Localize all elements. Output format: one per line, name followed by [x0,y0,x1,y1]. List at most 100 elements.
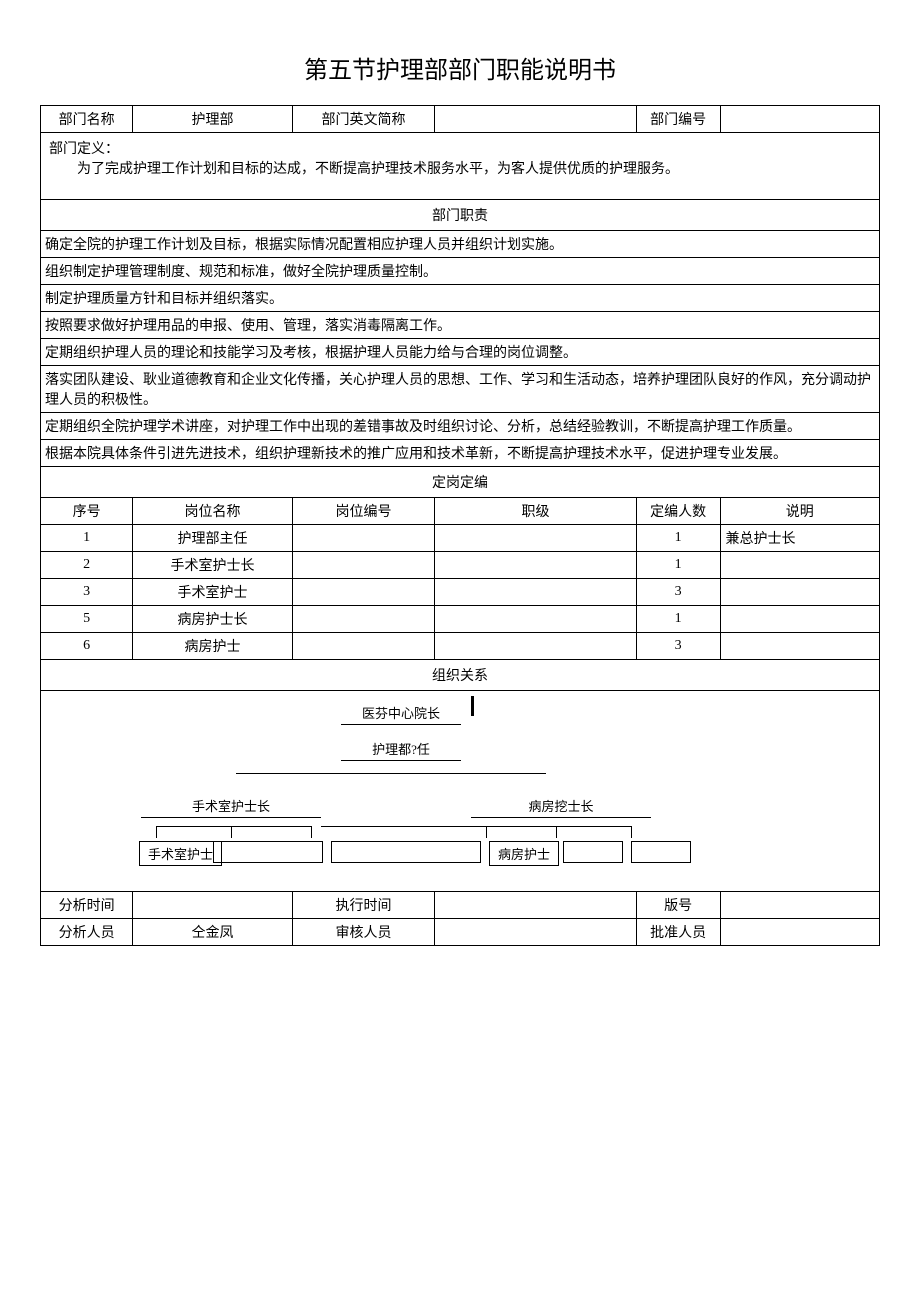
approver-value [720,919,879,946]
staffing-header: 定岗定编 [41,467,880,498]
cell-posno [292,552,435,579]
cell-seq: 2 [41,552,133,579]
staffing-row: 1 护理部主任 1 兼总护士长 [41,525,880,552]
cell-level [435,633,636,660]
cell-level [435,552,636,579]
org-line [486,826,487,838]
definition-text: 为了完成护理工作计划和目标的达成，不断提高护理技术服务水平，为客人提供优质的护理… [49,158,871,178]
footer-row-1: 分析时间 执行时间 版号 [41,892,880,919]
col-seq: 序号 [41,498,133,525]
cell-position: 病房护士 [133,633,292,660]
cell-level [435,525,636,552]
cell-count: 1 [636,525,720,552]
cell-remark: 兼总护士长 [720,525,879,552]
cell-posno [292,579,435,606]
org-top-node: 医芬中心院长 [341,703,461,725]
org-line [236,773,546,774]
col-count: 定编人数 [636,498,720,525]
cell-seq: 1 [41,525,133,552]
org-line [311,826,312,838]
reviewer-value [435,919,636,946]
duty-item: 定期组织全院护理学术讲座，对护理工作中出现的差错事故及时组织讨论、分析，总结经验… [41,413,880,440]
definition-row: 部门定义： 为了完成护理工作计划和目标的达成，不断提高护理技术服务水平，为客人提… [41,133,880,200]
org-box-empty [213,841,323,863]
org-line [631,826,632,838]
staffing-row: 6 病房护士 3 [41,633,880,660]
version-value [720,892,879,919]
cell-seq: 3 [41,579,133,606]
duty-item: 落实团队建设、耿业道德教育和企业文化传播，关心护理人员的思想、工作、学习和生活动… [41,366,880,413]
org-line [556,826,557,838]
header-row: 部门名称 护理部 部门英文简称 部门编号 [41,106,880,133]
page-title: 第五节护理部部门职能说明书 [40,50,880,85]
org-chart-cell: 医芬中心院长 护理都?任 手术室护士长 病房挖士长 [41,691,880,892]
cell-seq: 6 [41,633,133,660]
reviewer-label: 审核人员 [292,919,435,946]
cell-posno [292,525,435,552]
org-mid-node: 护理都?任 [341,739,461,761]
staffing-row: 3 手术室护士 3 [41,579,880,606]
analysis-time-label: 分析时间 [41,892,133,919]
org-right-staff: 病房护士 [489,841,559,866]
dept-en-value [435,106,636,133]
cell-position: 病房护士长 [133,606,292,633]
duty-item: 根据本院具体条件引进先进技术，组织护理新技术的推广应用和技术革新，不断提高护理技… [41,440,880,467]
approver-label: 批准人员 [636,919,720,946]
dept-name-value: 护理部 [133,106,292,133]
col-position: 岗位名称 [133,498,292,525]
org-box-empty [563,841,623,863]
cell-remark [720,552,879,579]
dept-no-value [720,106,879,133]
cell-remark [720,633,879,660]
cell-posno [292,606,435,633]
dept-no-label: 部门编号 [636,106,720,133]
col-remark: 说明 [720,498,879,525]
cell-count: 1 [636,552,720,579]
cell-position: 手术室护士 [133,579,292,606]
org-line [471,696,474,716]
org-right-lead: 病房挖士长 [471,796,651,818]
org-line [321,826,631,827]
org-line [156,826,157,838]
analyst-value: 仝金凤 [133,919,292,946]
duty-item: 定期组织护理人员的理论和技能学习及考核，根据护理人员能力给与合理的岗位调整。 [41,339,880,366]
staffing-row: 5 病房护士长 1 [41,606,880,633]
duty-item: 制定护理质量方针和目标并组织落实。 [41,285,880,312]
analyst-label: 分析人员 [41,919,133,946]
cell-position: 护理部主任 [133,525,292,552]
cell-position: 手术室护士长 [133,552,292,579]
cell-remark [720,579,879,606]
exec-time-label: 执行时间 [292,892,435,919]
exec-time-value [435,892,636,919]
cell-level [435,606,636,633]
cell-count: 1 [636,606,720,633]
org-header: 组织关系 [41,660,880,691]
dept-en-label: 部门英文简称 [292,106,435,133]
org-line [156,826,311,827]
analysis-time-value [133,892,292,919]
org-box-empty [331,841,481,863]
duties-header: 部门职责 [41,200,880,231]
org-left-staff: 手术室护士 [139,841,222,866]
main-table: 部门名称 护理部 部门英文简称 部门编号 部门定义： 为了完成护理工作计划和目标… [40,105,880,946]
cell-count: 3 [636,633,720,660]
col-posno: 岗位编号 [292,498,435,525]
col-level: 职级 [435,498,636,525]
duty-item: 确定全院的护理工作计划及目标，根据实际情况配置相应护理人员并组织计划实施。 [41,231,880,258]
version-label: 版号 [636,892,720,919]
cell-remark [720,606,879,633]
staffing-columns: 序号 岗位名称 岗位编号 职级 定编人数 说明 [41,498,880,525]
cell-level [435,579,636,606]
staffing-row: 2 手术室护士长 1 [41,552,880,579]
cell-posno [292,633,435,660]
duty-item: 按照要求做好护理用品的申报、使用、管理，落实消毒隔离工作。 [41,312,880,339]
org-line [231,826,232,838]
dept-name-label: 部门名称 [41,106,133,133]
footer-row-2: 分析人员 仝金凤 审核人员 批准人员 [41,919,880,946]
cell-seq: 5 [41,606,133,633]
org-box-empty [631,841,691,863]
cell-count: 3 [636,579,720,606]
duty-item: 组织制定护理管理制度、规范和标准，做好全院护理质量控制。 [41,258,880,285]
org-chart: 医芬中心院长 护理都?任 手术室护士长 病房挖士长 [41,691,879,891]
org-left-lead: 手术室护士长 [141,796,321,818]
